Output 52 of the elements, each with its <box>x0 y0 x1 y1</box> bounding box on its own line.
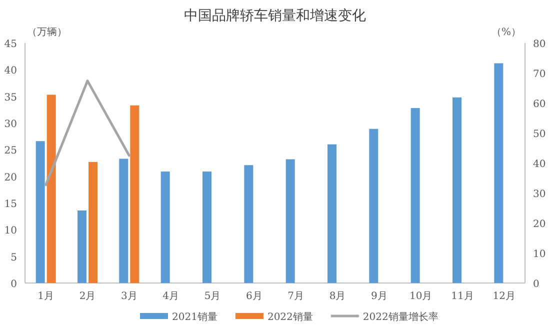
y2-tick-label: 70 <box>533 69 546 80</box>
chart-title: 中国品牌轿车销量和增速变化 <box>184 8 366 24</box>
legend-label: 2022销量增长率 <box>362 311 438 323</box>
y-tick-label: 35 <box>4 92 17 104</box>
bar <box>244 165 254 283</box>
y2-tick-label: 80 <box>533 39 546 50</box>
y2-tick-label: 0 <box>533 279 540 290</box>
bar <box>130 105 140 283</box>
y2-axis-title: （%） <box>491 27 521 38</box>
y2-tick-label: 10 <box>533 249 546 260</box>
x-tick-label: 3月 <box>120 291 138 302</box>
bar <box>160 172 170 283</box>
y-axis-title: （万辆） <box>27 26 67 38</box>
x-tick-label: 4月 <box>162 291 180 302</box>
y2-tick-label: 50 <box>533 129 546 140</box>
x-tick-label: 9月 <box>370 291 388 302</box>
bar <box>46 94 56 283</box>
y-tick-label: 45 <box>4 39 17 50</box>
y2-tick-label: 30 <box>533 189 546 200</box>
x-tick-label: 8月 <box>329 291 346 302</box>
x-tick-label: 6月 <box>246 291 262 302</box>
bar <box>452 97 462 283</box>
x-tick-label: 2月 <box>79 291 96 302</box>
x-tick-label: 7月 <box>288 291 304 302</box>
x-tick-label: 11月 <box>451 291 474 302</box>
y-tick-label: 0 <box>10 279 17 290</box>
bar <box>36 141 45 283</box>
x-tick-label: 10月 <box>409 291 432 302</box>
bar <box>119 158 128 283</box>
y-tick-label: 30 <box>4 119 17 130</box>
y2-tick-label: 60 <box>533 99 546 110</box>
bar <box>369 128 378 283</box>
bar <box>202 172 212 283</box>
y2-tick-label: 40 <box>533 159 546 170</box>
y-tick-label: 20 <box>4 172 17 184</box>
bar <box>78 210 86 283</box>
x-tick-label: 5月 <box>204 291 221 302</box>
legend-label: 2021销量 <box>172 312 218 323</box>
y-tick-label: 10 <box>4 226 17 237</box>
bar <box>328 144 336 283</box>
bar <box>494 63 504 283</box>
y-tick-label: 25 <box>4 146 17 157</box>
bar <box>88 162 98 283</box>
y-tick-label: 5 <box>10 252 17 264</box>
legend-label: 2022销量 <box>267 312 313 323</box>
y2-tick-label: 20 <box>533 219 546 230</box>
bar <box>286 159 295 283</box>
x-tick-label: 12月 <box>492 291 516 302</box>
x-tick-label: 1月 <box>38 291 54 302</box>
y-tick-label: 15 <box>4 199 17 210</box>
bar <box>410 108 420 283</box>
y-tick-label: 40 <box>4 66 17 77</box>
